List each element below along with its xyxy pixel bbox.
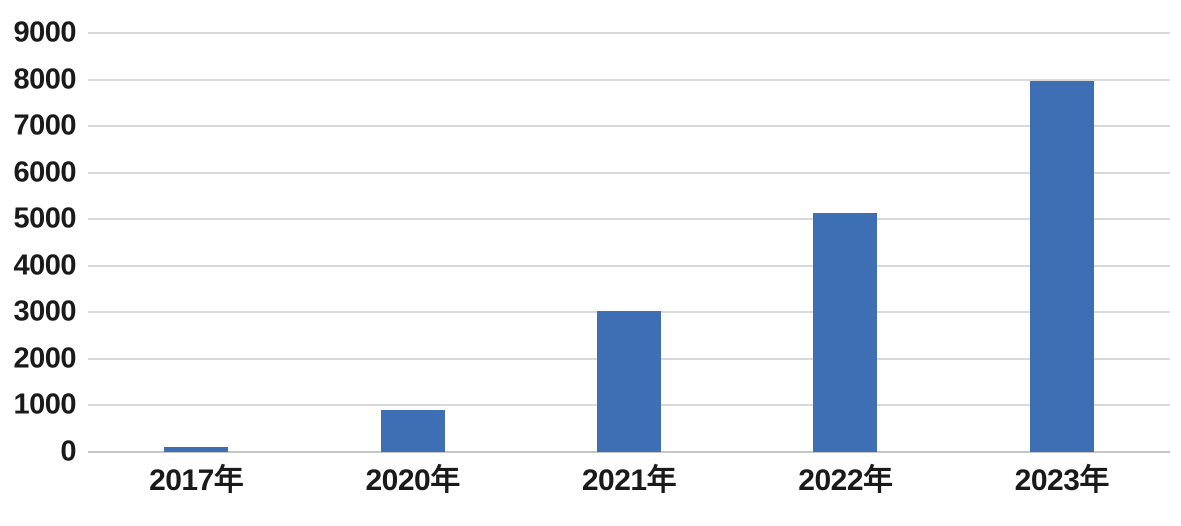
y-tick-label: 1000 (13, 388, 76, 421)
y-tick-label: 4000 (13, 249, 76, 282)
x-tick-label: 2020年 (365, 464, 460, 497)
gridline (88, 125, 1170, 128)
gridline (88, 218, 1170, 221)
bar-2023年 (1029, 80, 1094, 452)
y-axis-labels: 0 1000 2000 3000 4000 5000 6000 7000 8000 9000 (0, 18, 76, 466)
y-tick-label: 7000 (13, 109, 76, 142)
gridline (88, 264, 1170, 267)
gridline (88, 32, 1170, 34)
gridline (88, 78, 1170, 81)
x-tick-label: 2017年 (149, 464, 244, 497)
x-tick-label: 2022年 (798, 464, 893, 497)
bar-2022年 (813, 212, 878, 452)
plot-area (88, 32, 1170, 453)
x-axis-line (88, 451, 1170, 453)
y-tick-label: 6000 (13, 156, 76, 189)
y-tick-label: 0 (60, 435, 76, 468)
y-tick-label: 3000 (13, 295, 76, 328)
x-tick-label: 2023年 (1014, 464, 1110, 497)
bar-2021年 (597, 310, 661, 452)
y-tick-label: 5000 (13, 202, 76, 235)
x-tick-label: 2021年 (581, 464, 677, 497)
y-tick-label: 2000 (13, 342, 76, 375)
gridline (88, 171, 1170, 174)
y-tick-label: 8000 (13, 63, 76, 96)
bar-2017年 (164, 447, 229, 452)
x-axis-labels: 2017年 2020年 2021年 2022年 2023年 (88, 452, 1170, 512)
y-tick-label: 9000 (13, 16, 76, 49)
bar-2020年 (380, 410, 445, 452)
